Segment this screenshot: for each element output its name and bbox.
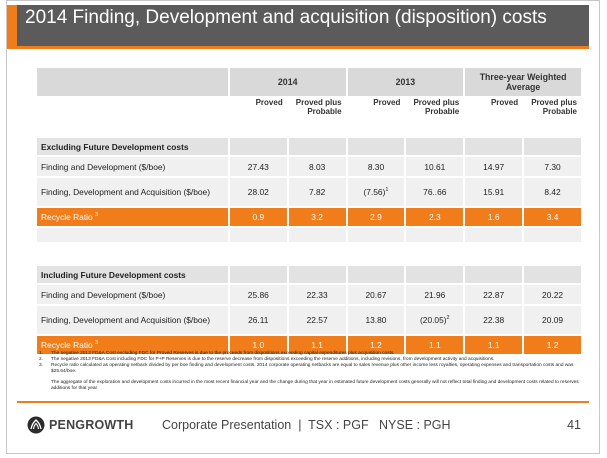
cell-value: (20.05) [420,315,447,325]
footnote-text: The negative 2013 FD&A Cost including FD… [51,357,495,362]
table-header-row: 2014 2013 Three-year Weighted Average [37,68,581,96]
table-row: Finding, Development and Acquisition ($/… [37,306,581,334]
footnote-number: 3. [39,363,44,368]
cell: 1.6 [465,208,523,226]
footnote-number: 1. [39,351,44,356]
cell: (7.56)1 [347,178,405,206]
cell: 14.97 [465,157,523,176]
subheader-cell: Proved [229,98,287,136]
recycle-row: Recycle Ratio 3 0.9 3.2 2.9 2.3 1.6 3.4 [37,208,581,226]
cell: 1.0 [229,336,287,354]
cell: 10.61 [406,157,464,176]
row-label: Finding and Development ($/boe) [37,157,228,176]
cell: 22.57 [288,306,346,334]
cell: 8.42 [524,178,581,206]
gap-row [37,244,581,264]
cell: 21.96 [406,285,464,304]
cell: 20.09 [524,306,581,334]
cell: 1.1 [288,336,346,354]
recycle-label: Recycle Ratio [41,212,93,222]
footnote-ref: 1 [385,187,389,194]
cell: 8.30 [347,157,405,176]
footnote-text: Recycle ratio calculated as operating ne… [51,363,574,374]
cell: 28.02 [229,178,287,206]
cell: 8.03 [288,157,346,176]
footnote-number: 2. [39,357,44,362]
row-label: Recycle Ratio 3 [37,208,228,226]
cell: 7.82 [288,178,346,206]
slide: 2014 Finding, Development and acquisitio… [6,0,600,454]
cell: (20.05)2 [406,306,464,334]
footnotes: 1. The negative 2013 FD&A Cost excluding … [39,351,587,392]
logo-icon [27,416,45,434]
disclaimer-text: The aggregate of the exploration and dev… [51,380,579,391]
row-label: Finding and Development ($/boe) [37,285,228,304]
cell: 1.2 [347,336,405,354]
header-three-year: Three-year Weighted Average [465,68,581,96]
subheader-cell: Proved plus Probable [524,98,581,136]
recycle-row: Recycle Ratio 3 1.0 1.1 1.2 1.1 1.1 1.2 [37,336,581,354]
logo-text: PENGROWTH [49,418,134,432]
cell: 2.3 [406,208,464,226]
cell: 20.22 [524,285,581,304]
cell: 76..66 [406,178,464,206]
table-row: Finding, Development and Acquisition ($/… [37,178,581,206]
section-header-including: Including Future Development costs [37,266,581,283]
cell: 25.86 [229,285,287,304]
cell: 7.30 [524,157,581,176]
subheader-cell: Proved plus Probable [406,98,464,136]
page-number: 41 [567,418,581,432]
row-label: Recycle Ratio 3 [37,336,228,354]
subheader-cell: Proved [465,98,523,136]
cell: 1.1 [406,336,464,354]
cell-value: (7.56) [363,187,386,197]
footnote-ref: 3 [95,212,99,219]
title-bar: 2014 Finding, Development and acquisitio… [7,5,589,49]
cell: 22.87 [465,285,523,304]
cell: 15.91 [465,178,523,206]
footnote-ref: 2 [446,315,450,322]
row-label: Finding, Development and Acquisition ($/… [37,178,228,206]
subheader-cell: Proved plus Probable [288,98,346,136]
footnote: 2. The negative 2013 FD&A Cost including … [39,357,587,363]
cell: 1.1 [465,336,523,354]
footnote-ref: 3 [95,340,99,347]
title-accent [7,5,17,46]
row-label: Finding, Development and Acquisition ($/… [37,306,228,334]
spacer-row [37,228,581,242]
subheader-blank [37,98,228,136]
footnote-text: The negative 2013 FD&A Cost excluding FD… [51,351,395,356]
cell: 3.4 [524,208,581,226]
cell: 0.9 [229,208,287,226]
footnote: 3. Recycle ratio calculated as operating … [39,363,587,375]
header-2013: 2013 [347,68,464,96]
footer-divider [17,401,589,403]
table-row: Finding and Development ($/boe) 27.43 8.… [37,157,581,176]
cell: 1.2 [524,336,581,354]
cell: 20.67 [347,285,405,304]
recycle-label: Recycle Ratio [41,340,93,350]
header-2014: 2014 [229,68,346,96]
section-title: Including Future Development costs [37,266,228,283]
section-header-excluding: Excluding Future Development costs [37,138,581,155]
cell: 26.11 [229,306,287,334]
footer: PENGROWTH Corporate Presentation | TSX :… [17,409,589,445]
cell: 13.80 [347,306,405,334]
cell: 2.9 [347,208,405,226]
cell: 3.2 [288,208,346,226]
slide-title: 2014 Finding, Development and acquisitio… [25,7,547,28]
header-blank [37,68,228,96]
table-subheader-row: Proved Proved plus Probable Proved Prove… [37,98,581,136]
cell: 27.43 [229,157,287,176]
company-logo: PENGROWTH [27,416,133,434]
table-row: Finding and Development ($/boe) 25.86 22… [37,285,581,304]
section-title: Excluding Future Development costs [37,138,228,155]
footnote: 1. The negative 2013 FD&A Cost excluding … [39,351,587,357]
cell: 22.33 [288,285,346,304]
costs-table: 2014 2013 Three-year Weighted Average Pr… [35,66,583,356]
subheader-cell: Proved [347,98,405,136]
cell: 22.38 [465,306,523,334]
footer-text: Corporate Presentation | TSX : PGF NYSE … [162,418,451,432]
